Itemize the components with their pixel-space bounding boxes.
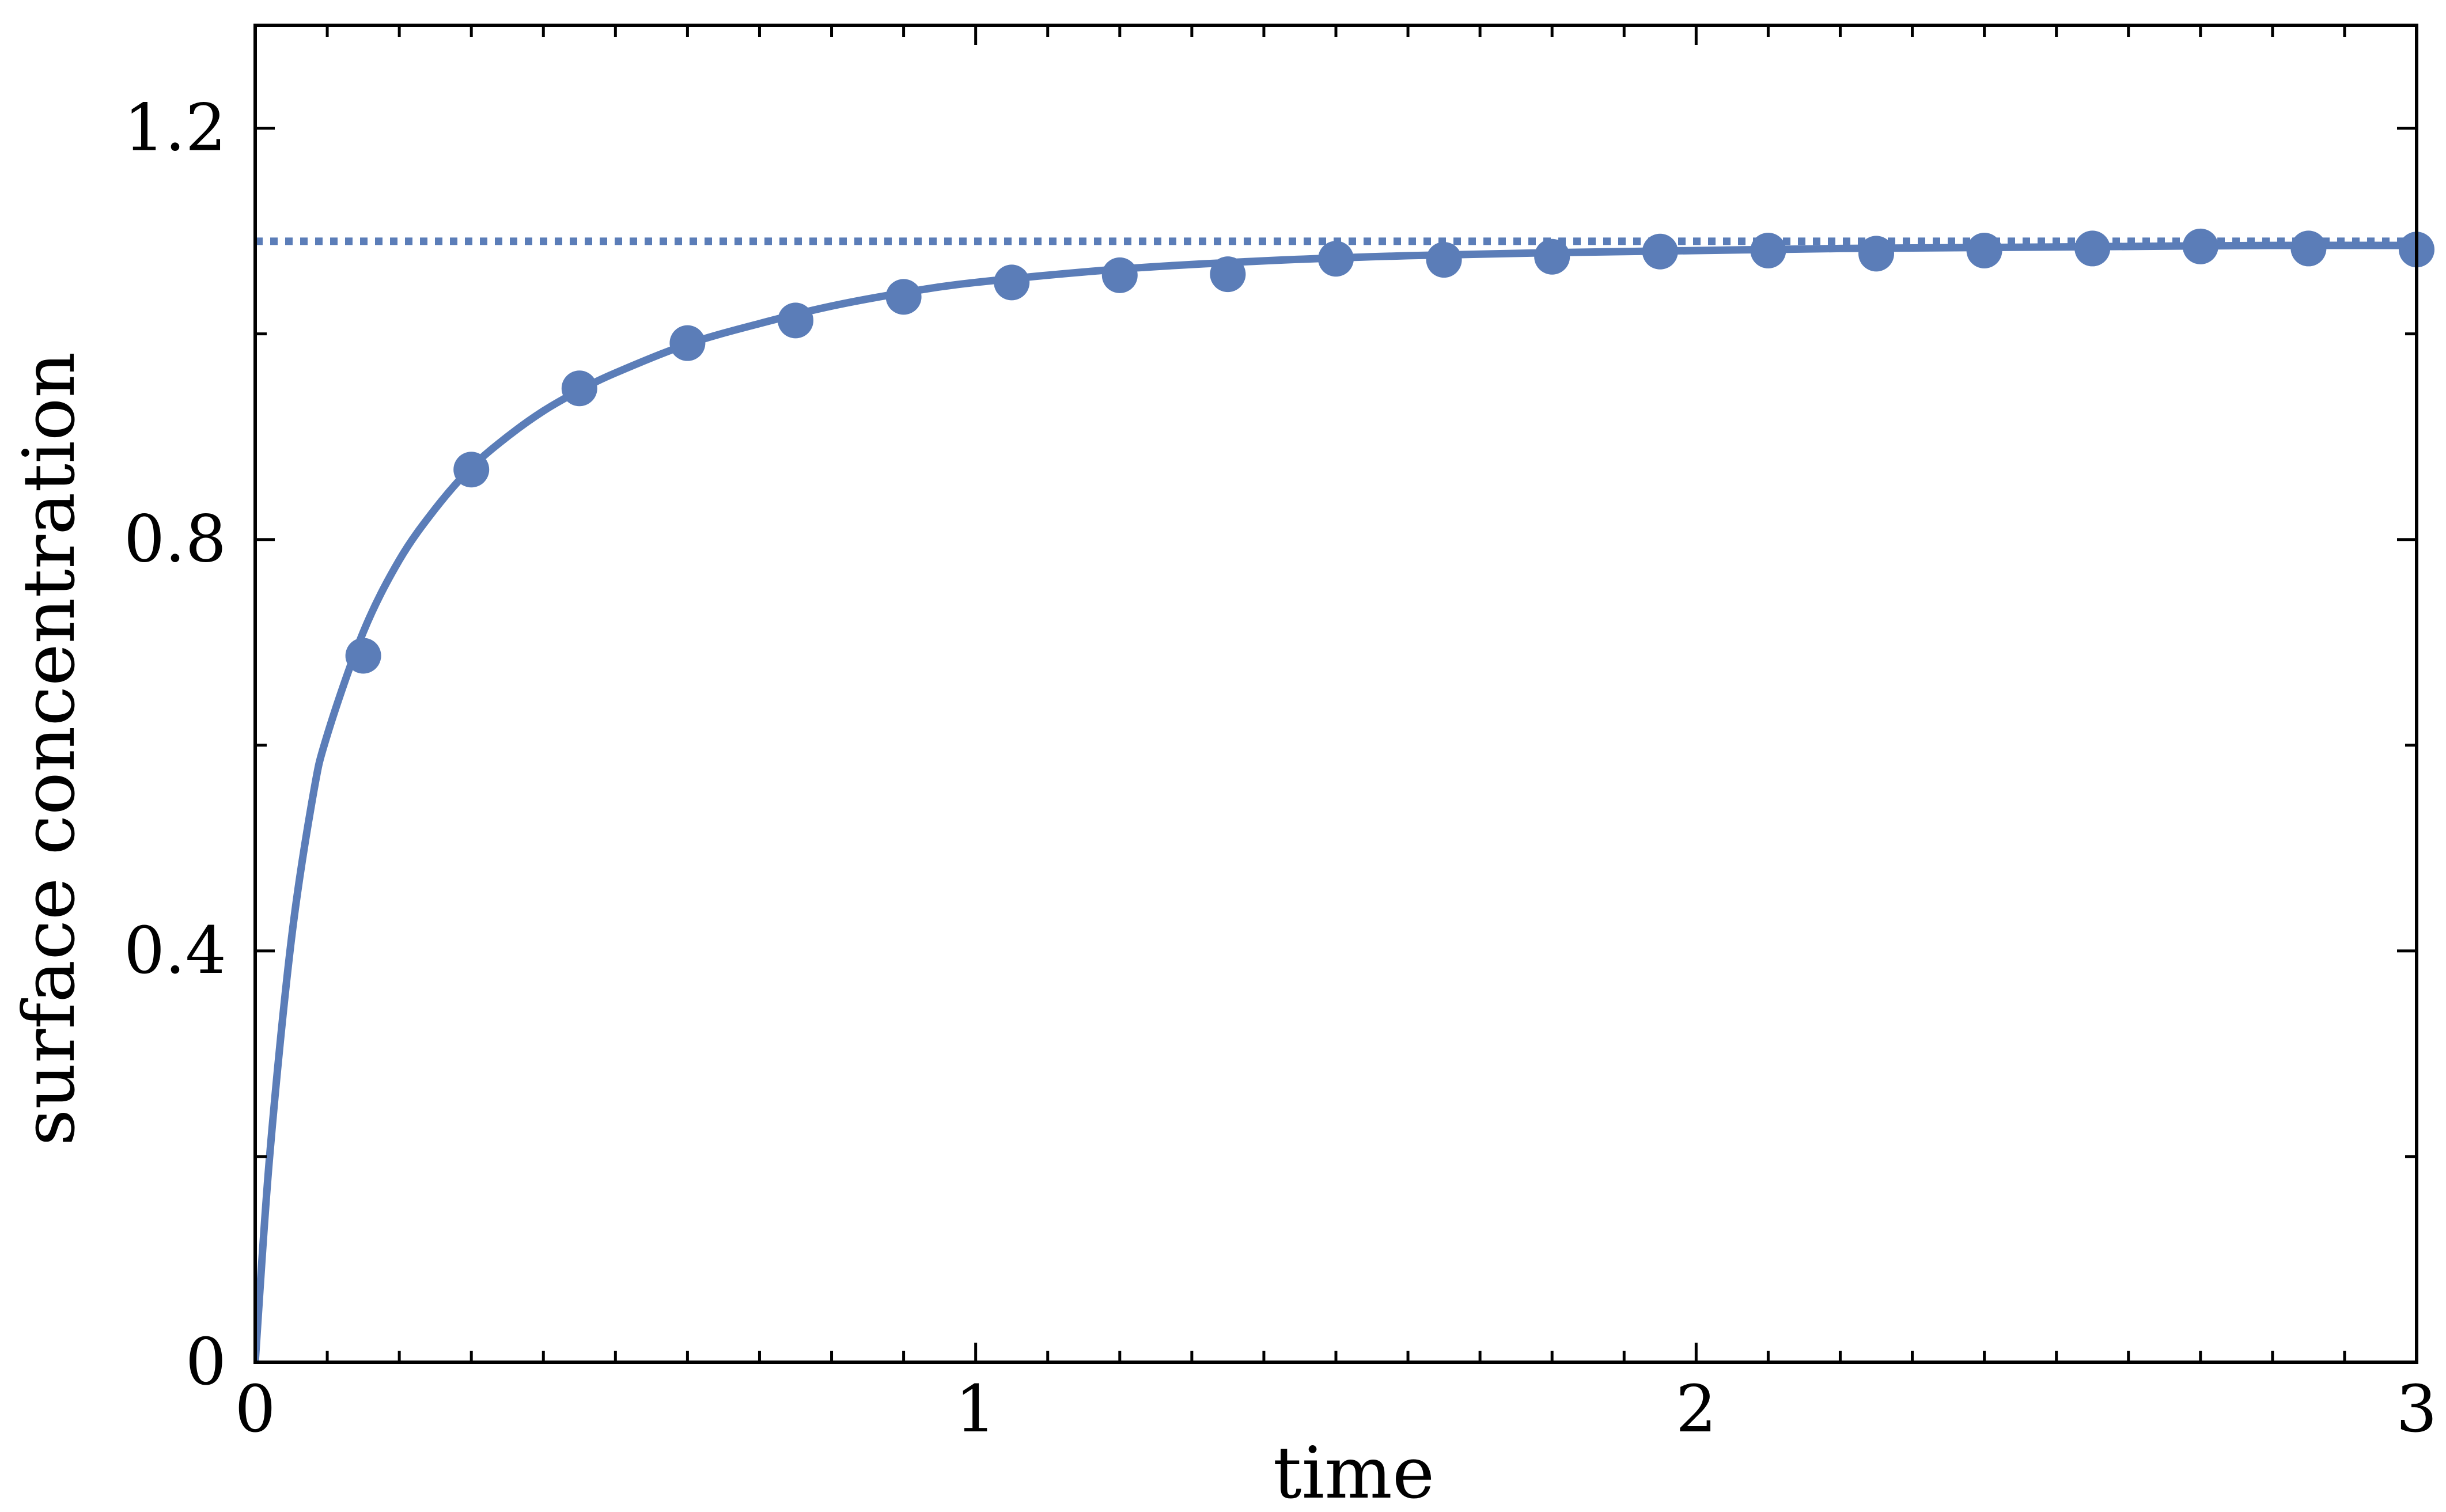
data-point (1318, 241, 1354, 277)
data-point (1426, 242, 1462, 278)
data-point (1101, 257, 1138, 293)
data-point (778, 302, 813, 339)
y-axis-label: surface concentration (8, 352, 91, 1146)
x-tick-label: 2 (1676, 1372, 1717, 1447)
data-point (994, 264, 1030, 301)
data-point (669, 325, 706, 361)
data-point (453, 452, 490, 488)
plot-frame (253, 24, 2418, 1364)
data-point (1858, 236, 1894, 272)
data-point (2074, 230, 2111, 267)
data-point (885, 279, 922, 315)
data-point (1534, 238, 1570, 275)
x-tick-label: 0 (234, 1372, 275, 1447)
x-tick-label: 1 (955, 1372, 996, 1447)
y-tick-label: 0.4 (124, 914, 226, 988)
plot-area (255, 228, 2434, 1362)
data-point (1642, 233, 1678, 270)
axis-ticks (253, 25, 2418, 1364)
tick-labels: 0 1 2 3 0 0.4 0.8 1.2 (124, 91, 2437, 1447)
data-point (1210, 256, 1246, 293)
y-tick-label: 0 (185, 1325, 226, 1400)
data-point (2290, 230, 2327, 267)
x-axis-label: time (1273, 1432, 1434, 1512)
data-point (2182, 228, 2218, 264)
data-point (345, 638, 381, 674)
fit-curve (255, 241, 2421, 1362)
data-point (561, 370, 597, 407)
y-tick-label: 1.2 (124, 91, 226, 166)
y-tick-label: 0.8 (124, 502, 226, 577)
x-tick-label: 3 (2396, 1372, 2437, 1447)
